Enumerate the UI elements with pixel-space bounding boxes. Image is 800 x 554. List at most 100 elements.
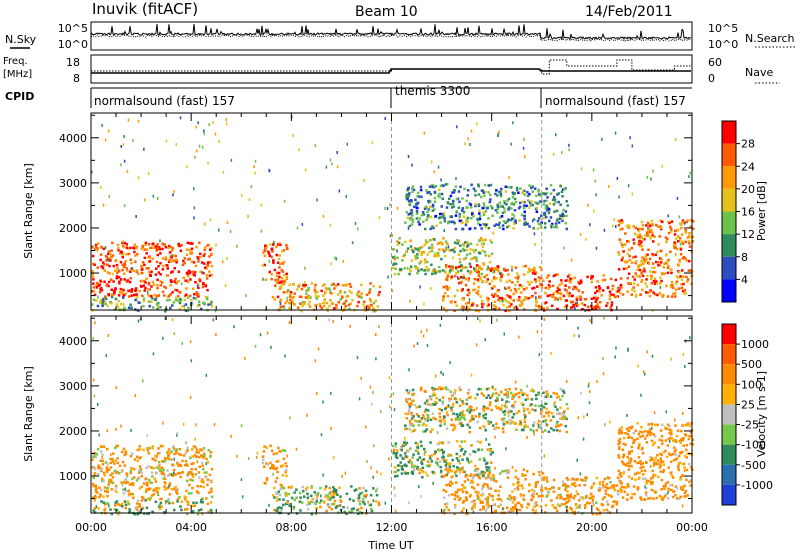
scatter-cell [100, 265, 103, 268]
scatter-cell [123, 262, 126, 265]
scatter-cell [263, 445, 266, 448]
scatter-cell [629, 136, 631, 140]
scatter-cell [171, 254, 173, 258]
scatter-cell [176, 461, 180, 464]
scatter-cell [573, 333, 576, 337]
scatter-cell [504, 309, 507, 313]
scatter-cell [679, 478, 682, 481]
scatter-cell [460, 264, 463, 267]
scatter-cell [572, 305, 575, 309]
scatter-cell [118, 291, 122, 294]
scatter-cell [625, 267, 628, 270]
scatter-cell [606, 302, 609, 305]
scatter-cell [666, 423, 670, 426]
scatter-cell [646, 274, 649, 278]
scatter-cell [126, 269, 129, 272]
scatter-cell [494, 435, 496, 439]
scatter-cell [348, 510, 351, 513]
scatter-cell [461, 424, 465, 427]
scatter-cell [493, 277, 496, 281]
scatter-cell [472, 499, 475, 503]
scatter-cell [183, 307, 186, 311]
scatter-cell [629, 459, 633, 463]
scatter-cell [207, 161, 209, 165]
scatter-cell [155, 466, 159, 469]
scatter-cell [478, 476, 482, 480]
scatter-cell [175, 448, 178, 451]
scatter-cell [349, 324, 351, 328]
scatter-cell [453, 189, 456, 192]
scatter-cell [679, 487, 683, 490]
scatter-cell [588, 497, 591, 500]
scatter-cell [460, 447, 464, 451]
scatter-cell [501, 398, 504, 401]
scatter-cell [175, 261, 178, 264]
scatter-cell [169, 293, 172, 296]
scatter-cell [493, 270, 496, 273]
scatter-cell [627, 485, 630, 488]
scatter-cell [557, 395, 561, 398]
scatter-cell [633, 278, 636, 281]
scatter-cell [626, 482, 630, 486]
scatter-cell [447, 388, 450, 391]
scatter-cell [160, 505, 163, 508]
scatter-cell [528, 484, 531, 487]
scatter-cell [167, 246, 170, 249]
scatter-cell [632, 286, 635, 289]
scatter-cell [471, 416, 474, 419]
scatter-cell [300, 287, 304, 291]
scatter-cell [456, 469, 459, 472]
scatter-cell [575, 296, 579, 299]
scatter-cell [690, 466, 693, 469]
scatter-cell [284, 354, 286, 358]
scatter-cell [147, 267, 150, 270]
scatter-cell [536, 227, 540, 230]
scatter-cell [565, 200, 568, 203]
scatter-cell [557, 298, 559, 302]
scatter-cell [209, 501, 213, 504]
scatter-cell [418, 249, 421, 253]
scatter-cell [157, 487, 161, 490]
scatter-cell [190, 247, 194, 251]
scatter-cell [454, 214, 458, 217]
scatter-cell [617, 224, 621, 227]
scatter-cell [489, 453, 493, 456]
scatter-cell [409, 424, 412, 427]
scatter-cell [454, 470, 457, 473]
nsky-panel: N.Sky 10^5 10^0 10^5 10^0 N.Search [5, 21, 795, 51]
scatter-cell [632, 242, 636, 245]
scatter-cell [453, 392, 456, 395]
scatter-cell [366, 304, 369, 308]
scatter-cell [275, 452, 278, 455]
scatter-cell [185, 500, 189, 503]
scatter-cell [531, 388, 534, 391]
scatter-cell [114, 471, 118, 475]
scatter-cell [560, 503, 564, 506]
scatter-cell [482, 505, 485, 508]
scatter-cell [189, 340, 192, 344]
scatter-cell [644, 372, 646, 376]
scatter-cell [133, 243, 136, 247]
scatter-cell [478, 472, 481, 476]
scatter-cell [598, 290, 601, 293]
scatter-cell [662, 496, 665, 500]
scatter-cell [431, 246, 434, 249]
scatter-cell [394, 493, 396, 497]
scatter-cell [117, 512, 120, 516]
scatter-cell [471, 475, 475, 478]
scatter-cell [455, 210, 458, 213]
scatter-cell [686, 422, 690, 425]
scatter-cell [395, 451, 399, 455]
scatter-cell [277, 278, 280, 281]
scatter-cell [611, 284, 615, 288]
scatter-cell [396, 474, 399, 478]
scatter-cell [485, 476, 488, 480]
scatter-cell [490, 494, 493, 498]
scatter-cell [462, 249, 466, 252]
scatter-cell [210, 495, 214, 499]
scatter-cell [151, 447, 154, 450]
scatter-cell [542, 203, 546, 206]
scatter-cell [641, 434, 645, 437]
scatter-cell [436, 251, 440, 255]
scatter-cell [464, 302, 468, 305]
